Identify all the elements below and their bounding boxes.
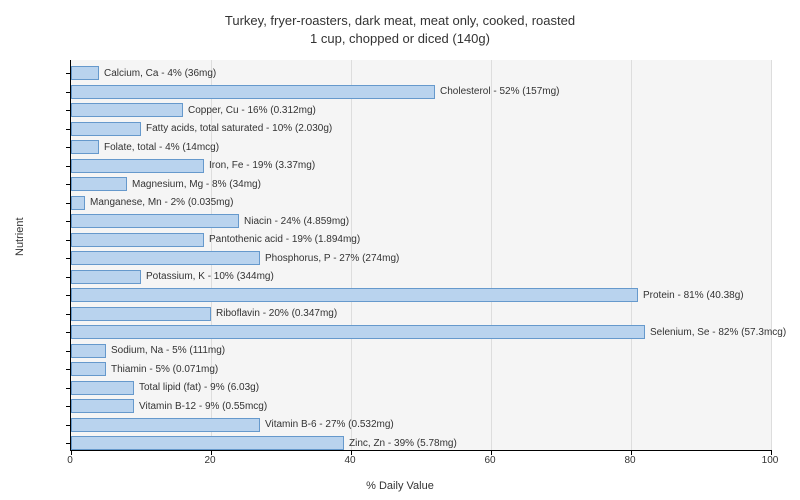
- nutrient-bar: [71, 233, 204, 247]
- nutrient-bar: [71, 103, 183, 117]
- nutrient-bar: [71, 381, 134, 395]
- title-line-2: 1 cup, chopped or diced (140g): [310, 31, 490, 46]
- nutrient-bar: [71, 196, 85, 210]
- bar-row: Sodium, Na - 5% (111mg): [71, 344, 225, 358]
- bar-row: Total lipid (fat) - 9% (6.03g): [71, 381, 259, 395]
- bar-row: Selenium, Se - 82% (57.3mcg): [71, 325, 786, 339]
- nutrient-bar: [71, 214, 239, 228]
- nutrient-chart: Turkey, fryer-roasters, dark meat, meat …: [0, 0, 800, 500]
- bar-row: Copper, Cu - 16% (0.312mg): [71, 103, 316, 117]
- gridline: [631, 60, 632, 450]
- nutrient-bar: [71, 362, 106, 376]
- nutrient-label: Niacin - 24% (4.859mg): [244, 216, 349, 227]
- bar-row: Thiamin - 5% (0.071mg): [71, 362, 218, 376]
- nutrient-bar: [71, 159, 204, 173]
- nutrient-label: Manganese, Mn - 2% (0.035mg): [90, 197, 233, 208]
- x-tick-label: 20: [204, 455, 215, 466]
- nutrient-label: Cholesterol - 52% (157mg): [440, 86, 560, 97]
- bar-row: Niacin - 24% (4.859mg): [71, 214, 349, 228]
- nutrient-label: Sodium, Na - 5% (111mg): [111, 345, 225, 356]
- x-axis-label: % Daily Value: [0, 480, 800, 492]
- nutrient-label: Fatty acids, total saturated - 10% (2.03…: [146, 123, 332, 134]
- chart-title: Turkey, fryer-roasters, dark meat, meat …: [0, 0, 800, 48]
- nutrient-label: Pantothenic acid - 19% (1.894mg): [209, 234, 360, 245]
- nutrient-bar: [71, 66, 99, 80]
- nutrient-bar: [71, 251, 260, 265]
- bar-row: Cholesterol - 52% (157mg): [71, 85, 560, 99]
- nutrient-label: Calcium, Ca - 4% (36mg): [104, 68, 216, 79]
- nutrient-bar: [71, 140, 99, 154]
- nutrient-label: Potassium, K - 10% (344mg): [146, 271, 274, 282]
- x-tick-label: 0: [67, 455, 73, 466]
- nutrient-bar: [71, 307, 211, 321]
- gridline: [771, 60, 772, 450]
- nutrient-bar: [71, 122, 141, 136]
- bar-row: Vitamin B-12 - 9% (0.55mcg): [71, 399, 267, 413]
- bar-row: Folate, total - 4% (14mcg): [71, 140, 219, 154]
- bar-row: Fatty acids, total saturated - 10% (2.03…: [71, 122, 332, 136]
- x-tick-label: 60: [484, 455, 495, 466]
- title-line-1: Turkey, fryer-roasters, dark meat, meat …: [225, 13, 575, 28]
- y-axis-label: Nutrient: [14, 217, 26, 256]
- bar-row: Riboflavin - 20% (0.347mg): [71, 307, 337, 321]
- gridline: [491, 60, 492, 450]
- bar-row: Magnesium, Mg - 8% (34mg): [71, 177, 261, 191]
- nutrient-bar: [71, 344, 106, 358]
- nutrient-label: Vitamin B-6 - 27% (0.532mg): [265, 419, 394, 430]
- x-tick-label: 40: [344, 455, 355, 466]
- nutrient-label: Folate, total - 4% (14mcg): [104, 142, 219, 153]
- nutrient-label: Selenium, Se - 82% (57.3mcg): [650, 327, 786, 338]
- nutrient-label: Riboflavin - 20% (0.347mg): [216, 308, 337, 319]
- nutrient-label: Copper, Cu - 16% (0.312mg): [188, 105, 316, 116]
- nutrient-bar: [71, 418, 260, 432]
- nutrient-bar: [71, 325, 645, 339]
- nutrient-bar: [71, 85, 435, 99]
- nutrient-label: Vitamin B-12 - 9% (0.55mcg): [139, 401, 267, 412]
- nutrient-bar: [71, 288, 638, 302]
- bar-row: Potassium, K - 10% (344mg): [71, 270, 274, 284]
- nutrient-label: Thiamin - 5% (0.071mg): [111, 364, 218, 375]
- bar-row: Manganese, Mn - 2% (0.035mg): [71, 196, 233, 210]
- nutrient-label: Magnesium, Mg - 8% (34mg): [132, 179, 261, 190]
- bar-row: Iron, Fe - 19% (3.37mg): [71, 159, 315, 173]
- nutrient-label: Iron, Fe - 19% (3.37mg): [209, 160, 315, 171]
- nutrient-bar: [71, 399, 134, 413]
- nutrient-bar: [71, 436, 344, 450]
- bar-row: Phosphorus, P - 27% (274mg): [71, 251, 399, 265]
- bar-row: Pantothenic acid - 19% (1.894mg): [71, 233, 360, 247]
- bar-row: Calcium, Ca - 4% (36mg): [71, 66, 216, 80]
- plot-area: Calcium, Ca - 4% (36mg) Cholesterol - 52%…: [70, 60, 771, 451]
- nutrient-label: Zinc, Zn - 39% (5.78mg): [349, 438, 457, 449]
- bar-row: Protein - 81% (40.38g): [71, 288, 744, 302]
- x-tick-label: 80: [624, 455, 635, 466]
- bar-row: Vitamin B-6 - 27% (0.532mg): [71, 418, 394, 432]
- nutrient-bar: [71, 177, 127, 191]
- nutrient-label: Protein - 81% (40.38g): [643, 290, 744, 301]
- bar-row: Zinc, Zn - 39% (5.78mg): [71, 436, 457, 450]
- nutrient-label: Total lipid (fat) - 9% (6.03g): [139, 382, 259, 393]
- nutrient-bar: [71, 270, 141, 284]
- nutrient-label: Phosphorus, P - 27% (274mg): [265, 253, 399, 264]
- x-tick-label: 100: [762, 455, 779, 466]
